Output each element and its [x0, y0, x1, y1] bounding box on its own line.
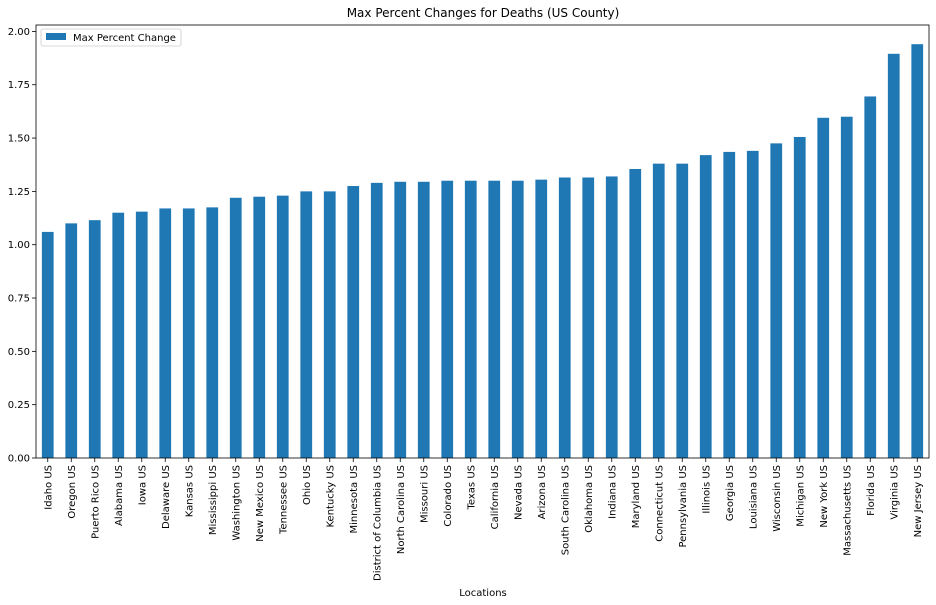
x-tick-label: New Mexico US [255, 465, 266, 542]
bar [370, 182, 383, 459]
x-tick-label: Massachusetts US [842, 465, 853, 556]
chart-title: Max Percent Changes for Deaths (US Count… [347, 6, 620, 20]
x-tick-label: Nevada US [513, 465, 524, 520]
bar [300, 191, 313, 458]
x-tick-label: Minnesota US [349, 465, 360, 533]
x-tick-label: Idaho US [43, 465, 54, 510]
legend-label: Max Percent Change [73, 33, 176, 44]
bar [864, 96, 877, 459]
x-tick-label: Kansas US [184, 465, 195, 517]
y-tick-label: 0.50 [8, 347, 30, 358]
x-tick-label: Kentucky US [325, 465, 336, 528]
y-tick-label: 0.75 [8, 294, 30, 305]
bar [276, 195, 289, 459]
legend-swatch [46, 33, 66, 40]
x-tick-label: New Jersey US [913, 465, 924, 537]
bar [394, 181, 407, 458]
bar [417, 181, 430, 458]
bars-group [41, 44, 924, 459]
bar [817, 117, 830, 459]
bar [65, 223, 78, 458]
x-tick-label: North Carolina US [396, 465, 407, 554]
x-tick-label: Illinois US [701, 465, 712, 514]
bar [676, 163, 689, 458]
bar [253, 196, 266, 458]
bar [793, 136, 806, 458]
bar [182, 208, 195, 458]
x-tick-label: Pennsylvania US [678, 465, 689, 548]
bar [558, 177, 571, 458]
x-tick-label: Louisiana US [748, 465, 759, 529]
bar [535, 179, 548, 458]
x-tick-label: Washington US [231, 465, 242, 541]
x-tick-label: South Carolina US [560, 465, 571, 555]
legend: Max Percent Change [40, 28, 182, 47]
bar [206, 207, 219, 458]
bar [323, 191, 336, 458]
bar [629, 168, 642, 458]
x-axis: Idaho US Oregon US Puerto Rico US Alabama U… [43, 458, 924, 581]
x-tick-label: Missouri US [419, 465, 430, 523]
x-tick-label: Indiana US [607, 465, 618, 519]
x-tick-label: Oregon US [67, 465, 78, 519]
x-tick-label: Colorado US [443, 465, 454, 527]
bar [135, 211, 148, 458]
bar [699, 155, 712, 459]
y-tick-label: 0.25 [8, 400, 30, 411]
y-tick-label: 1.25 [8, 187, 30, 198]
x-tick-label: Georgia US [725, 465, 736, 521]
bar [746, 150, 759, 458]
bar [464, 180, 477, 459]
x-tick-label: Connecticut US [654, 465, 665, 542]
x-tick-label: District of Columbia US [372, 465, 383, 581]
bar [605, 176, 618, 458]
bar [911, 44, 924, 458]
y-tick-label: 1.75 [8, 80, 30, 91]
bar [347, 186, 360, 458]
x-tick-label: Virginia US [889, 465, 900, 520]
x-tick-label: Alabama US [114, 465, 125, 526]
x-tick-label: Wisconsin US [772, 465, 783, 532]
bar [488, 180, 501, 459]
bar [887, 53, 900, 459]
y-axis: 0.00 0.25 0.50 0.75 1.00 1.25 1.50 1.75 2.00 [8, 27, 36, 465]
bar [88, 220, 101, 458]
bar [582, 177, 595, 458]
bar [229, 197, 242, 459]
x-tick-label: Texas US [466, 465, 477, 511]
x-axis-label: Locations [459, 588, 507, 599]
bar [652, 163, 665, 458]
y-tick-label: 2.00 [8, 27, 30, 38]
bar [723, 151, 736, 458]
y-tick-label: 0.00 [8, 454, 30, 465]
x-tick-label: Michigan US [795, 465, 806, 527]
bar [840, 116, 853, 459]
bar [112, 212, 125, 458]
x-tick-label: Maryland US [631, 465, 642, 528]
x-tick-label: Tennessee US [278, 465, 289, 535]
bar [511, 180, 524, 459]
plot-frame [35, 24, 930, 459]
bar [770, 143, 783, 458]
x-tick-label: Puerto Rico US [90, 465, 101, 539]
bar [159, 208, 172, 458]
x-tick-label: New York US [819, 465, 830, 528]
x-tick-label: Delaware US [161, 465, 172, 529]
x-tick-label: Oklahoma US [584, 465, 595, 533]
x-tick-label: Florida US [866, 465, 877, 516]
x-tick-label: Arizona US [537, 465, 548, 519]
x-tick-label: Mississippi US [208, 465, 219, 535]
x-tick-label: California US [490, 465, 501, 529]
bar [441, 180, 454, 459]
x-tick-label: Ohio US [302, 465, 313, 505]
legend-box [40, 28, 182, 47]
y-tick-label: 1.00 [8, 240, 30, 251]
y-tick-label: 1.50 [8, 134, 30, 145]
bar [41, 231, 54, 458]
x-tick-label: Iowa US [137, 465, 148, 505]
